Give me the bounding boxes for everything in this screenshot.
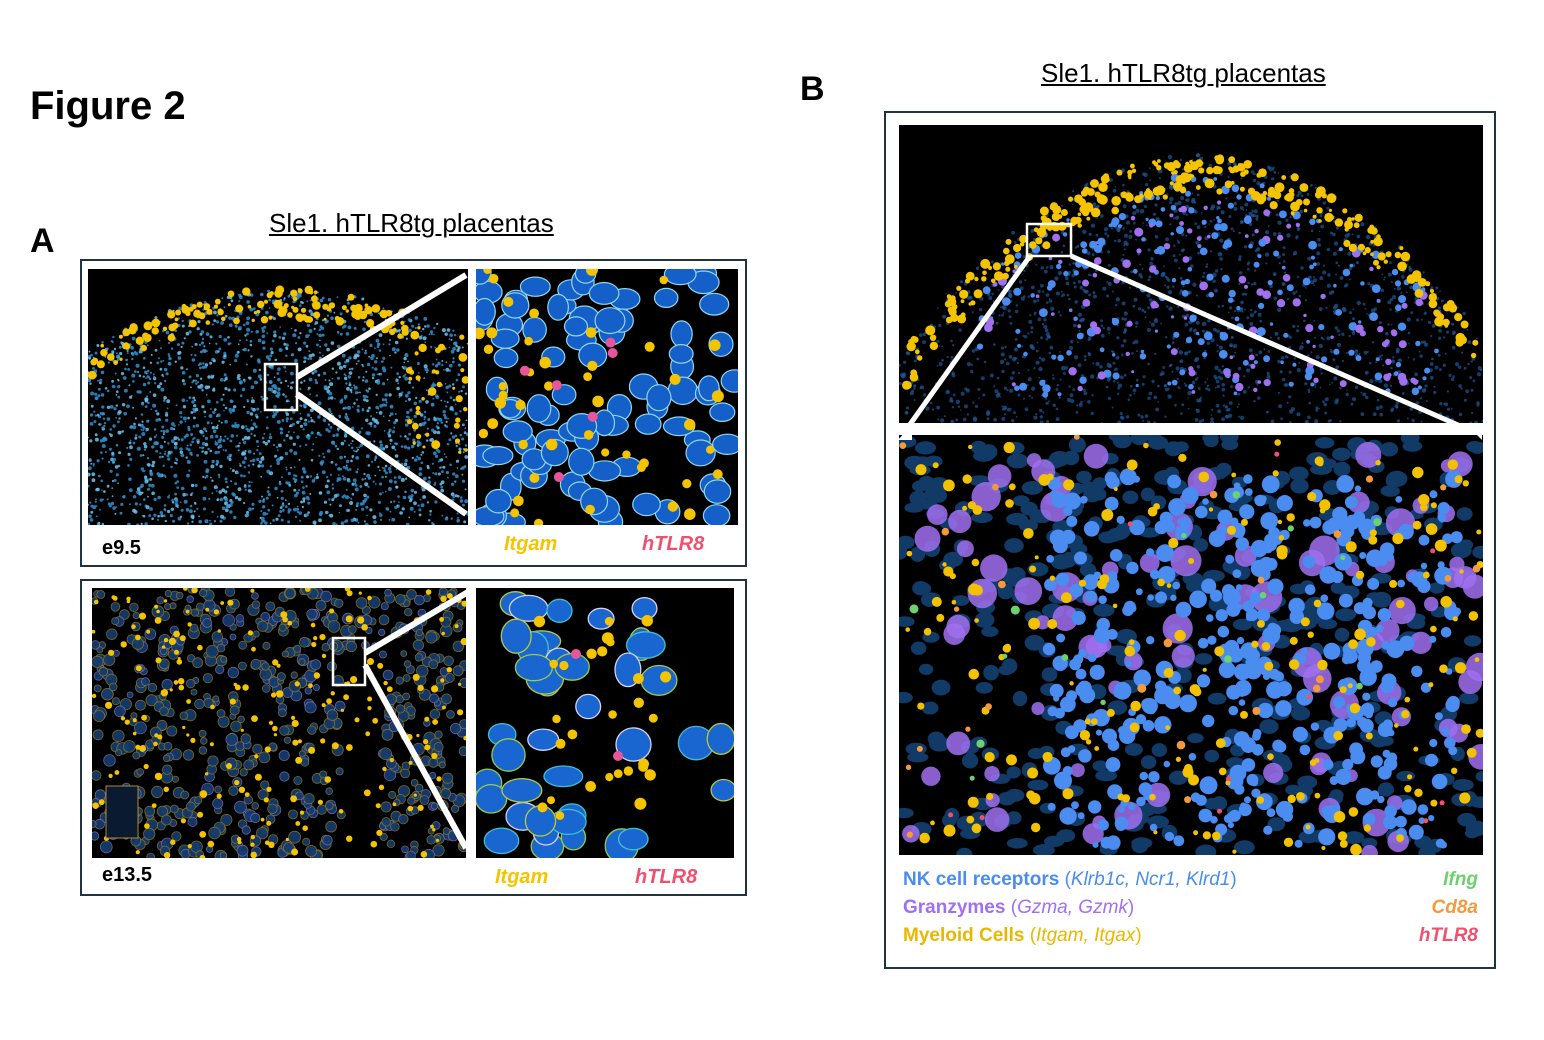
legend-cd8a: Cd8a: [1431, 897, 1478, 918]
panel-b-title: Sle1. hTLR8tg placentas: [1041, 58, 1326, 88]
legend-label: Myeloid Cells: [903, 925, 1025, 946]
legend-myeloid-cells: Myeloid Cells (Itgam, Itgax): [903, 925, 1142, 946]
stage-label-e9-5: e9.5: [102, 537, 141, 559]
legend-label: NK cell receptors: [903, 869, 1060, 890]
legend-ifng: Ifng: [1443, 869, 1478, 890]
e9-5-overview-image: [88, 269, 468, 525]
panel-a-letter: A: [30, 222, 55, 260]
gene-label-itgam: Itgam: [504, 533, 558, 555]
e13-5-zoom-image: [476, 588, 734, 858]
figure-title: Figure 2: [30, 84, 186, 128]
gene-label-htlr8: hTLR8: [642, 533, 705, 555]
legend-granzymes: Granzymes (Gzma, Gzmk): [903, 897, 1135, 918]
panel-b-zoom-image: [899, 435, 1483, 855]
legend-genes: Klrb1c, Ncr1, Klrd1: [1070, 869, 1231, 890]
legend-nk-cell-receptors: NK cell receptors (Klrb1c, Ncr1, Klrd1): [903, 869, 1237, 890]
panel-a-row-e13-5: e13.5 Itgam hTLR8: [80, 579, 747, 896]
legend-htlr8: hTLR8: [1418, 925, 1478, 946]
legend-genes: Itgam, Itgax: [1036, 925, 1136, 946]
gene-label-itgam: Itgam: [495, 866, 549, 888]
panel-b-frame: NK cell receptors (Klrb1c, Ncr1, Klrd1) …: [884, 111, 1496, 969]
gene-label-htlr8: hTLR8: [635, 866, 698, 888]
stage-label-e13-5: e13.5: [102, 864, 153, 886]
panel-b-overview-image: [899, 125, 1483, 423]
e9-5-zoom-image: [476, 269, 738, 525]
panel-a-title: Sle1. hTLR8tg placentas: [269, 208, 554, 238]
e13-5-overview-image: [92, 588, 466, 858]
panel-a-row-e9-5: e9.5 Itgam hTLR8: [80, 259, 747, 567]
legend-label: Granzymes: [903, 897, 1006, 918]
panel-b-letter: B: [800, 70, 825, 108]
legend-genes: Gzma, Gzmk: [1017, 897, 1128, 918]
